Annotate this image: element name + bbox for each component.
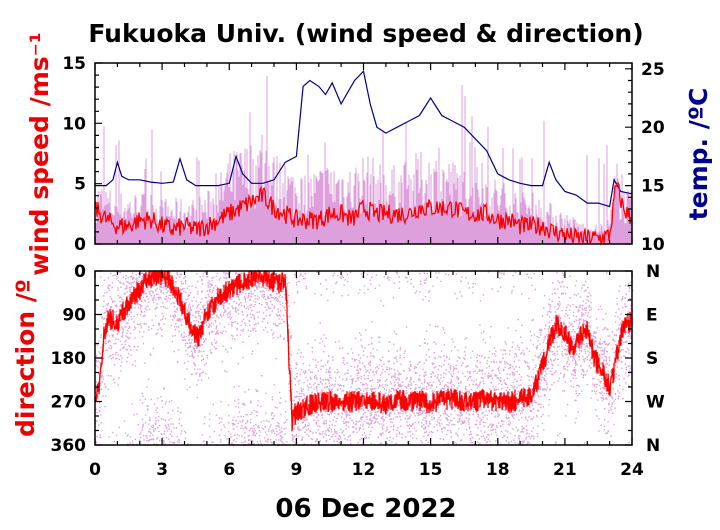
- hour-tick-label: 9: [290, 460, 302, 480]
- wind-gust-band: [95, 75, 632, 244]
- date-label: 06 Dec 2022: [275, 494, 456, 524]
- tick-marks: [94, 62, 633, 446]
- hour-tick-label: 15: [419, 460, 443, 480]
- direction-sample-points: [95, 271, 634, 447]
- direction-axis-label: direction /º: [11, 279, 40, 437]
- hour-tick-label: 3: [156, 460, 168, 480]
- wind-speed-axis-label: wind speed /ms⁻¹: [25, 32, 54, 276]
- wind-speed-tick-label: 10: [62, 114, 86, 134]
- direction-tick-label: 180: [51, 349, 87, 369]
- compass-tick-label: N: [646, 436, 660, 456]
- temperature-tick-label: 10: [641, 235, 665, 255]
- compass-tick-label: N: [646, 262, 660, 282]
- direction-tick-label: 360: [51, 436, 87, 456]
- direction-tick-label: 270: [51, 393, 87, 413]
- temperature-tick-label: 25: [641, 60, 665, 80]
- temperature-line: [95, 69, 633, 208]
- wind-gust-series: [95, 75, 632, 244]
- hour-tick-label: 21: [553, 460, 577, 480]
- compass-tick-label: S: [646, 349, 658, 369]
- hour-tick-label: 18: [486, 460, 510, 480]
- hour-tick-label: 0: [89, 460, 101, 480]
- hour-tick-label: 6: [223, 460, 235, 480]
- compass-tick-label: W: [646, 393, 665, 413]
- tick-labels: 0 5 10 15 10 15 20 25 0 90 180 270 360 N E S W N 0 3 6 9 12 15 1…: [51, 54, 666, 480]
- compass-tick-label: E: [646, 306, 658, 326]
- tick-path: [94, 62, 633, 446]
- hour-tick-label: 24: [620, 460, 644, 480]
- temperature-tick-label: 15: [641, 177, 665, 197]
- direction-average-line: [95, 268, 632, 432]
- temperature-tick-label: 20: [641, 118, 665, 138]
- wind-average-series: [95, 181, 632, 246]
- wind-speed-tick-label: 0: [74, 235, 86, 255]
- temperature-series: [95, 69, 633, 208]
- direction-average-series: [95, 268, 632, 432]
- hour-tick-label: 12: [352, 460, 376, 480]
- wind-speed-tick-label: 5: [74, 175, 86, 195]
- wind-average-line: [95, 181, 632, 246]
- chart-title: Fukuoka Univ. (wind speed & direction): [88, 19, 643, 48]
- direction-sample-dots: [95, 271, 634, 447]
- direction-tick-label: 0: [74, 262, 86, 282]
- temperature-axis-label: temp. /ºC: [684, 88, 713, 221]
- wind-speed-tick-label: 15: [62, 54, 86, 74]
- direction-tick-label: 90: [62, 306, 86, 326]
